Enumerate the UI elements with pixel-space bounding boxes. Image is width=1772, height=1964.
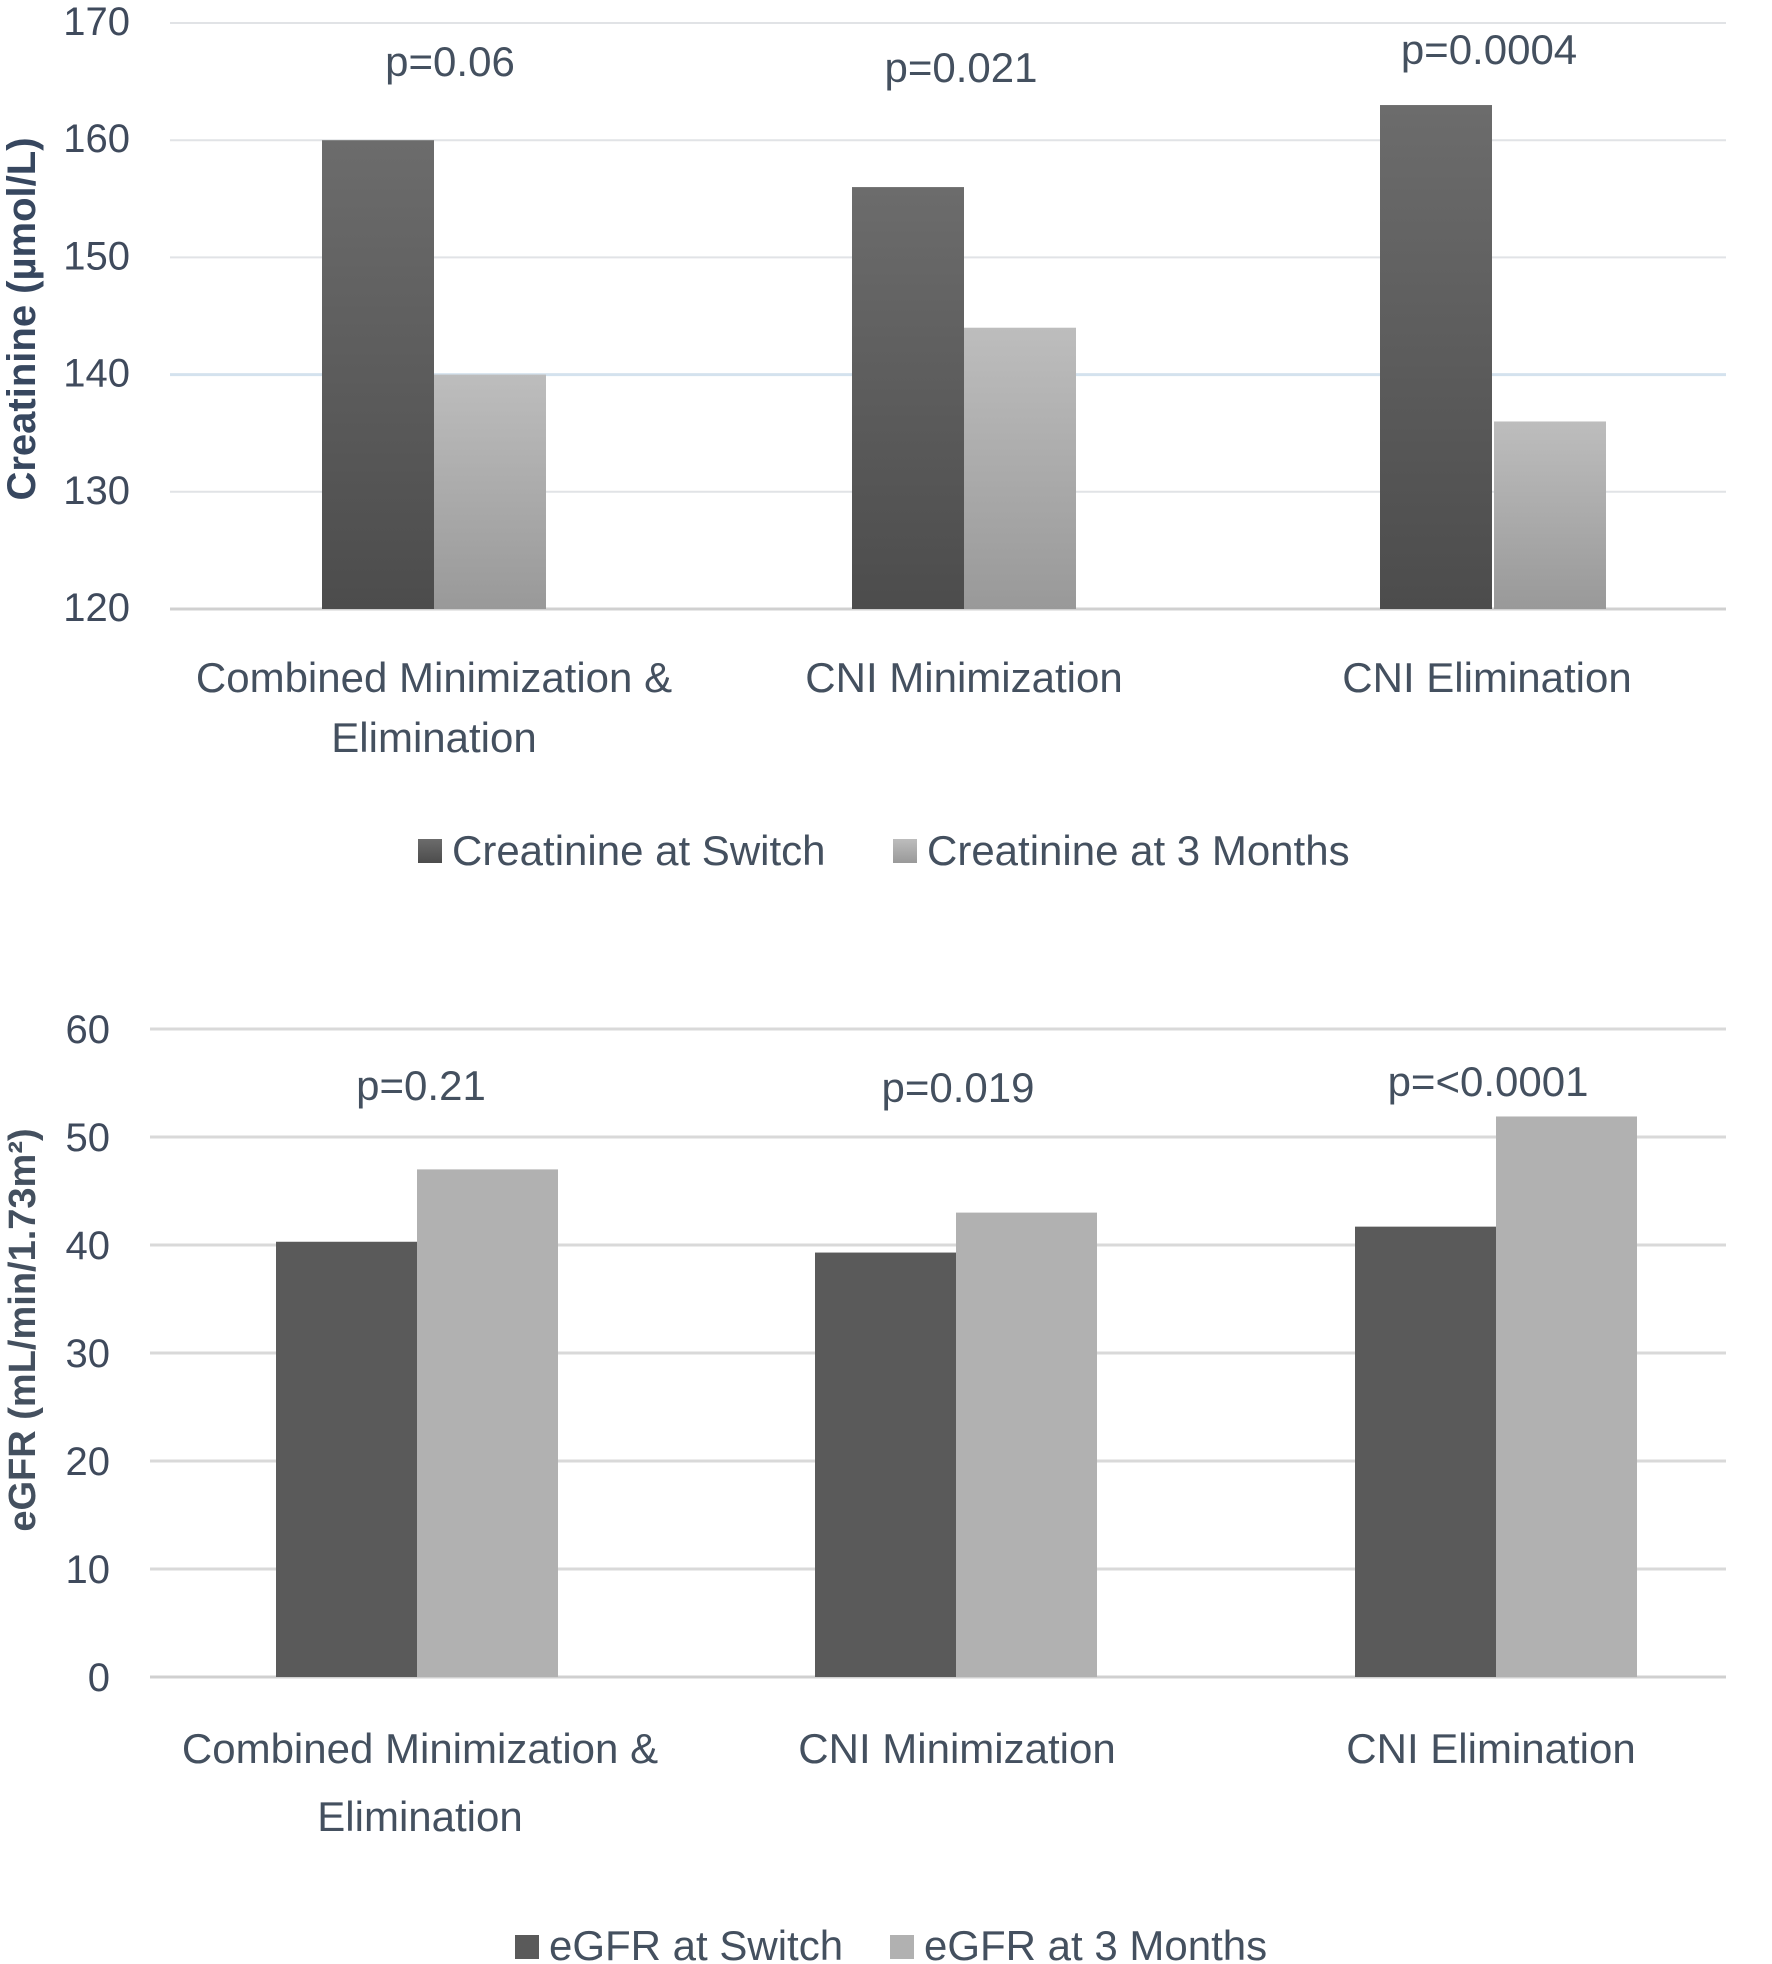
creatinine-y-tick-120: 120 xyxy=(63,586,130,630)
egfr-y-tick-50: 50 xyxy=(66,1116,111,1160)
creatinine-p-values: p=0.06 p=0.021 p=0.0004 xyxy=(385,26,1577,91)
x-label-line: CNI Minimization xyxy=(805,654,1122,701)
legend-label-egfr-at-3-months: eGFR at 3 Months xyxy=(924,1922,1267,1964)
egfr-x-label-cni-elimination: CNI Elimination xyxy=(1346,1725,1635,1772)
creatinine-p-value-2: p=0.021 xyxy=(885,44,1038,91)
legend-swatch-creatinine-at-3-months xyxy=(893,839,917,863)
legend-swatch-egfr-at-switch xyxy=(515,1935,539,1959)
egfr-p-value-2: p=0.019 xyxy=(882,1064,1035,1111)
bar-creatinine-at-switch-combined-minimization-elimination xyxy=(322,140,434,609)
egfr-y-tick-40: 40 xyxy=(66,1224,111,1268)
egfr-x-label-combined-minimization-elimination: Combined Minimization & Elimination xyxy=(182,1725,658,1840)
x-label-line: Elimination xyxy=(317,1793,522,1840)
egfr-y-tick-20: 20 xyxy=(66,1440,111,1484)
egfr-legend: eGFR at Switch eGFR at 3 Months xyxy=(515,1922,1267,1964)
legend-label-egfr-at-switch: eGFR at Switch xyxy=(549,1922,843,1964)
creatinine-x-categories: Combined Minimization & Elimination CNI Mi… xyxy=(196,654,1632,761)
creatinine-p-value-1: p=0.06 xyxy=(385,38,515,85)
bar-egfr-at-3-months-combined-minimization-elimination xyxy=(417,1169,558,1677)
creatinine-bars xyxy=(322,105,1606,609)
creatinine-y-axis-label: Creatinine (µmol/L) xyxy=(0,137,44,500)
bar-egfr-at-switch-cni-elimination xyxy=(1355,1226,1496,1677)
bar-creatinine-at-switch-cni-minimization xyxy=(852,187,964,609)
creatinine-y-tick-150: 150 xyxy=(63,234,130,278)
bar-creatinine-at-3-months-combined-minimization-elimination xyxy=(434,374,546,609)
creatinine-legend: Creatinine at Switch Creatinine at 3 Mon… xyxy=(418,827,1350,874)
x-label-line: CNI Elimination xyxy=(1342,654,1631,701)
x-label-line: Elimination xyxy=(331,714,536,761)
egfr-y-tick-0: 0 xyxy=(88,1656,110,1700)
bar-creatinine-at-3-months-cni-elimination xyxy=(1494,421,1606,609)
egfr-x-label-cni-minimization: CNI Minimization xyxy=(798,1725,1115,1772)
x-label-line: CNI Elimination xyxy=(1346,1725,1635,1772)
creatinine-p-value-3: p=0.0004 xyxy=(1401,26,1577,73)
creatinine-y-tick-140: 140 xyxy=(63,352,130,396)
egfr-y-ticks: 0 10 20 30 40 50 60 xyxy=(66,1008,111,1700)
egfr-y-axis-label: eGFR (mL/min/1.73m²) xyxy=(2,1128,44,1531)
bar-egfr-at-3-months-cni-elimination xyxy=(1496,1116,1637,1677)
creatinine-y-tick-130: 130 xyxy=(63,469,130,513)
bar-egfr-at-switch-cni-minimization xyxy=(815,1252,956,1677)
egfr-p-value-1: p=0.21 xyxy=(356,1062,486,1109)
creatinine-x-label-cni-minimization: CNI Minimization xyxy=(805,654,1122,701)
bar-egfr-at-3-months-cni-minimization xyxy=(956,1212,1097,1677)
egfr-y-tick-30: 30 xyxy=(66,1332,111,1376)
egfr-chart: 0 10 20 30 40 50 60 p=0.21 p=0.019 p=<0.0001 Com… xyxy=(2,1008,1726,1964)
x-label-line: Combined Minimization & xyxy=(182,1725,658,1772)
bar-creatinine-at-3-months-cni-minimization xyxy=(964,327,1076,609)
egfr-p-value-3: p=<0.0001 xyxy=(1388,1058,1589,1105)
x-label-line: CNI Minimization xyxy=(798,1725,1115,1772)
creatinine-y-tick-160: 160 xyxy=(63,117,130,161)
creatinine-y-ticks: 120 130 140 150 160 170 xyxy=(63,0,130,630)
bar-creatinine-at-switch-cni-elimination xyxy=(1380,105,1492,609)
egfr-bars xyxy=(276,1116,1637,1677)
x-label-line: Combined Minimization & xyxy=(196,654,672,701)
egfr-x-categories: Combined Minimization & Elimination CNI Mi… xyxy=(182,1725,1636,1840)
creatinine-y-tick-170: 170 xyxy=(63,0,130,44)
legend-swatch-creatinine-at-switch xyxy=(418,839,442,863)
legend-label-creatinine-at-switch: Creatinine at Switch xyxy=(452,827,826,874)
creatinine-x-label-cni-elimination: CNI Elimination xyxy=(1342,654,1631,701)
legend-swatch-egfr-at-3-months xyxy=(890,1935,914,1959)
creatinine-x-label-combined-minimization-elimination: Combined Minimization & Elimination xyxy=(196,654,672,761)
creatinine-chart: 120 130 140 150 160 170 p=0.06 p=0.021 p=0.0004… xyxy=(0,0,1726,874)
egfr-y-tick-60: 60 xyxy=(66,1008,111,1052)
bar-egfr-at-switch-combined-minimization-elimination xyxy=(276,1241,417,1677)
egfr-y-tick-10: 10 xyxy=(66,1548,111,1592)
legend-label-creatinine-at-3-months: Creatinine at 3 Months xyxy=(927,827,1350,874)
egfr-p-values: p=0.21 p=0.019 p=<0.0001 xyxy=(356,1058,1588,1111)
